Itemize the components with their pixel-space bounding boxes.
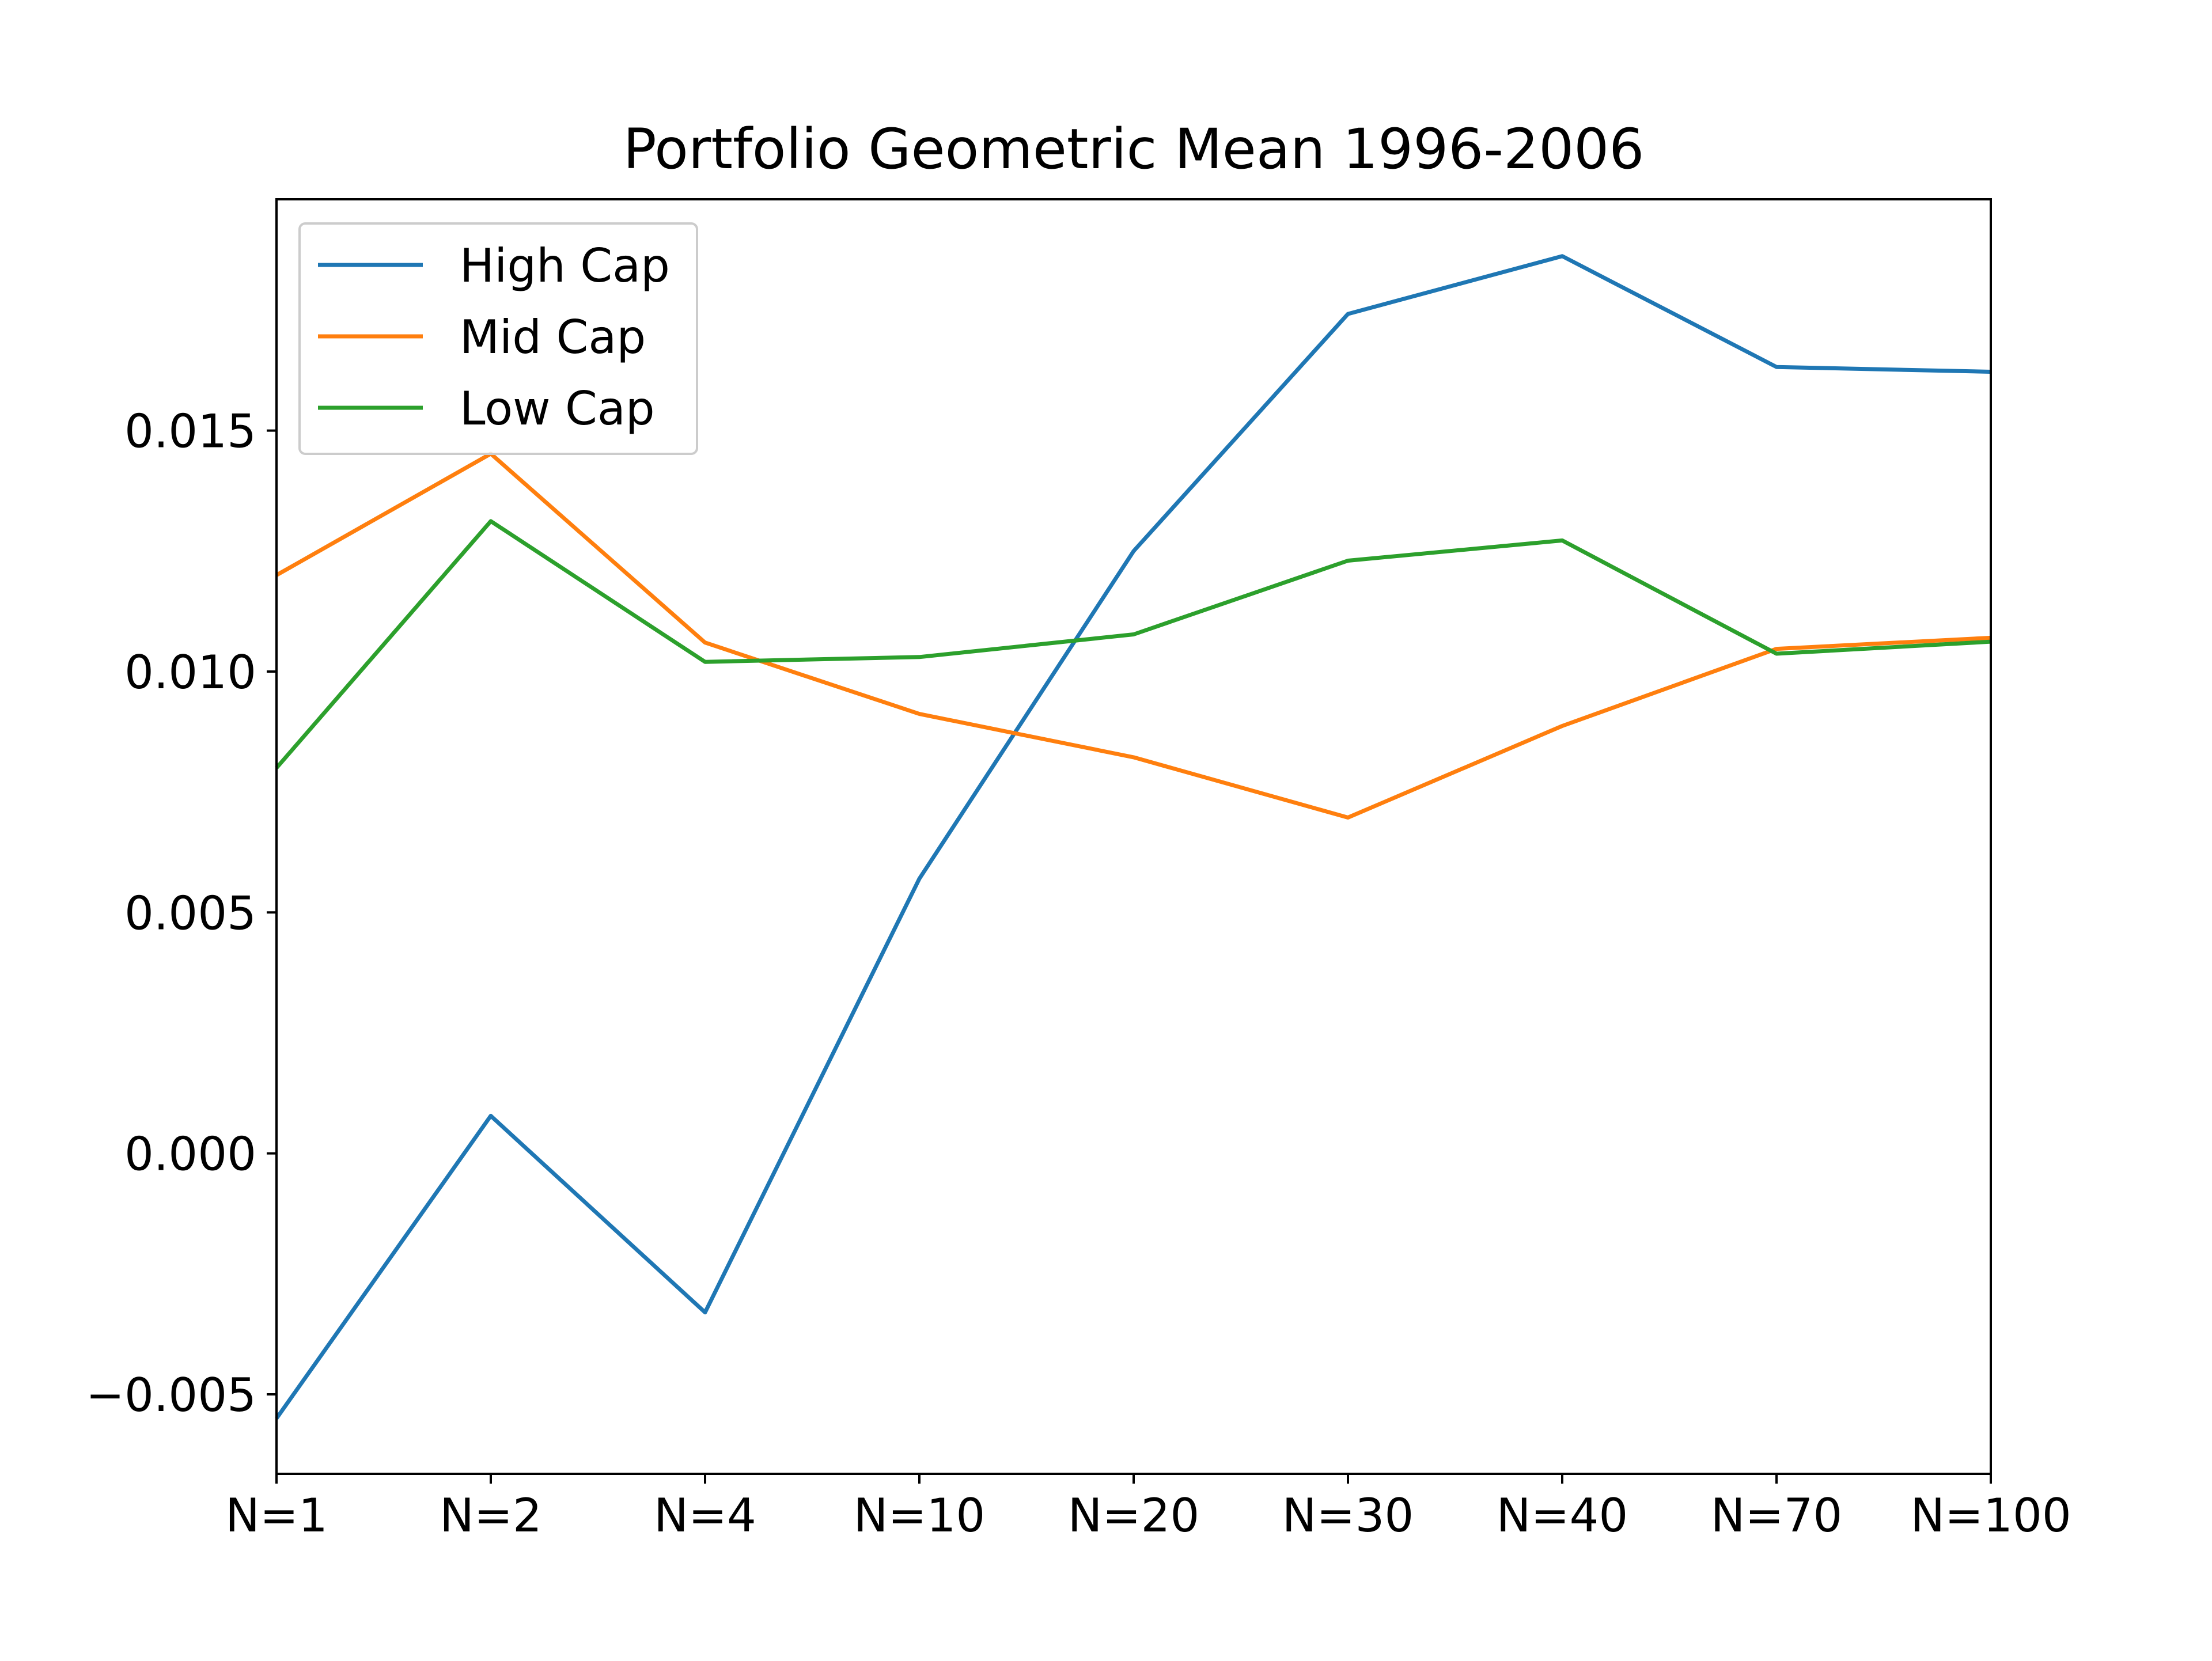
x-tick-label: N=70 bbox=[1711, 1489, 1843, 1542]
legend-label-low-cap: Low Cap bbox=[460, 382, 655, 435]
series-line-mid-cap bbox=[275, 452, 1991, 820]
x-tick-label: N=1 bbox=[225, 1489, 328, 1542]
x-tick-label: N=4 bbox=[654, 1489, 756, 1542]
x-axis: N=1 N=2 N=4 N=10 N=20 N=30 N=40 N=70 N=100 bbox=[225, 1474, 2071, 1542]
x-tick-label: N=2 bbox=[440, 1489, 542, 1542]
y-tick-label: 0.000 bbox=[124, 1128, 256, 1181]
legend: High Cap Mid Cap Low Cap bbox=[298, 222, 698, 455]
legend-label-high-cap: High Cap bbox=[460, 239, 670, 293]
x-tick-label: N=40 bbox=[1497, 1489, 1628, 1542]
x-tick-label: N=10 bbox=[854, 1489, 986, 1542]
x-tick-label: N=100 bbox=[1910, 1489, 2071, 1542]
y-tick-label: 0.005 bbox=[124, 886, 256, 940]
legend-label-mid-cap: Mid Cap bbox=[460, 310, 646, 364]
chart-title: Portfolio Geometric Mean 1996-2006 bbox=[623, 117, 1645, 181]
y-tick-label: 0.015 bbox=[124, 405, 256, 458]
series-layer bbox=[275, 254, 1991, 1420]
y-axis: −0.005 0.000 0.005 0.010 0.015 bbox=[86, 405, 276, 1422]
y-tick-label: −0.005 bbox=[86, 1368, 256, 1422]
y-tick-label: 0.010 bbox=[124, 646, 256, 699]
x-tick-label: N=20 bbox=[1068, 1489, 1200, 1542]
series-line-high-cap bbox=[275, 254, 1991, 1420]
x-tick-label: N=30 bbox=[1282, 1489, 1414, 1542]
series-line-low-cap bbox=[275, 519, 1991, 769]
legend-box bbox=[298, 222, 698, 455]
